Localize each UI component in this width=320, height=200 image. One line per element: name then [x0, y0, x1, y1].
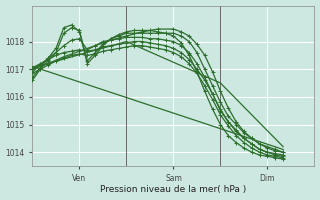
X-axis label: Pression niveau de la mer( hPa ): Pression niveau de la mer( hPa )	[100, 185, 247, 194]
